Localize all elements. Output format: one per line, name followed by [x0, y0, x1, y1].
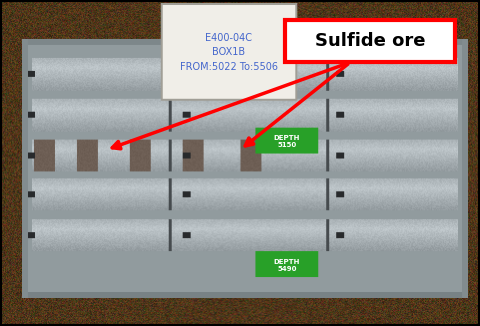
Text: DEPTH
5490: DEPTH 5490: [274, 259, 300, 272]
Text: E400-04C
BOX1B
FROM:5022 To:5506: E400-04C BOX1B FROM:5022 To:5506: [180, 33, 277, 72]
Text: DEPTH
5150: DEPTH 5150: [274, 135, 300, 148]
Text: Sulfide ore: Sulfide ore: [315, 32, 426, 50]
FancyBboxPatch shape: [286, 20, 456, 62]
